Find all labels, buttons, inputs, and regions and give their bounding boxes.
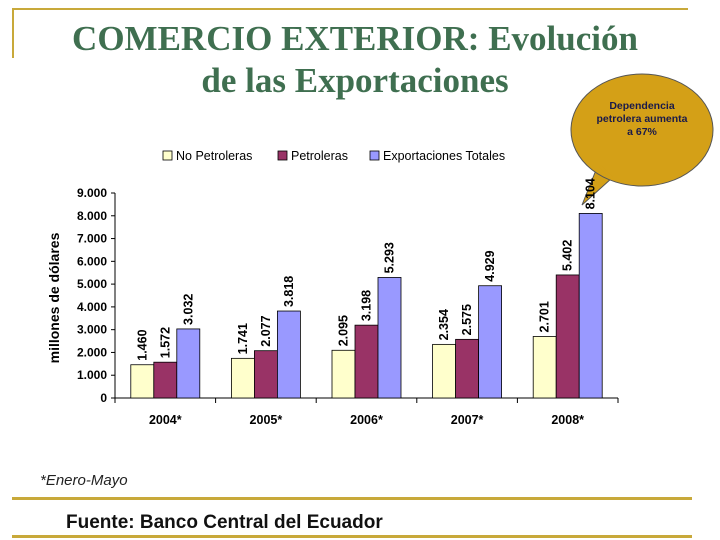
- title-line1-bold: COMERCIO EXTERIOR:: [72, 19, 480, 58]
- y-tick-label-3: 3.000: [77, 323, 107, 337]
- data-label-3-0: 2.354: [437, 309, 451, 340]
- y-tick-label-0: 0: [100, 391, 107, 405]
- bar-1-2: [276, 310, 301, 399]
- x-tick-label-2: 2006*: [350, 413, 383, 427]
- y-axis-label: millones de dólares: [46, 232, 62, 363]
- bar-0-2: [176, 328, 201, 399]
- y-tick-label-8: 8.000: [77, 209, 107, 223]
- callout-bubble: [570, 73, 714, 206]
- bar-4-0: [532, 336, 557, 399]
- footnote: *Enero-Mayo: [40, 472, 128, 489]
- divider-line: [12, 497, 692, 500]
- source-text: Fuente: Banco Central del Ecuador: [66, 512, 383, 533]
- data-label-2-2: 5.293: [383, 242, 397, 273]
- chart-data-labels: 1.460 1.572 3.032 1.741 2.077 3.818 2.095 3.198…: [135, 178, 597, 361]
- bar-4-1: [555, 274, 580, 399]
- bar-0-0: [130, 364, 155, 399]
- data-label-0-2: 3.032: [181, 294, 195, 325]
- data-label-3-2: 4.929: [483, 250, 497, 281]
- legend-swatch-1: [277, 150, 288, 161]
- x-tick-label-4: 2008*: [551, 413, 584, 427]
- data-label-4-0: 2.701: [538, 301, 552, 332]
- bar-0-1: [153, 361, 178, 399]
- legend-label-0: No Petroleras: [176, 149, 252, 163]
- data-label-1-0: 1.741: [236, 323, 250, 354]
- x-tick-label-1: 2005*: [250, 413, 283, 427]
- data-label-3-1: 2.575: [460, 304, 474, 335]
- data-label-0-1: 1.572: [158, 327, 172, 358]
- legend-label-1: Petroleras: [291, 149, 348, 163]
- y-tick-label-9: 9.000: [77, 186, 107, 200]
- bar-3-2: [478, 285, 503, 399]
- legend-label-2: Exportaciones Totales: [383, 149, 505, 163]
- data-label-1-2: 3.818: [282, 276, 296, 307]
- chart-bars: [130, 213, 603, 399]
- data-label-0-0: 1.460: [135, 329, 149, 360]
- bar-1-1: [253, 350, 278, 399]
- y-tick-label-2: 2.000: [77, 345, 107, 359]
- data-label-2-1: 3.198: [360, 290, 374, 321]
- bar-2-0: [331, 349, 356, 399]
- frame-left-line: [12, 8, 14, 58]
- y-tick-label-1: 1.000: [77, 368, 107, 382]
- y-tick-label-5: 5.000: [77, 277, 107, 291]
- bar-3-1: [455, 338, 480, 399]
- title-line2: de las Exportaciones: [201, 61, 509, 100]
- legend-swatch-2: [369, 150, 380, 161]
- y-tick-label-7: 7.000: [77, 232, 107, 246]
- x-tick-label-3: 2007*: [451, 413, 484, 427]
- bar-2-2: [377, 277, 402, 399]
- bar-3-0: [432, 343, 457, 399]
- callout-ellipse: [570, 73, 714, 187]
- y-tick-label-6: 6.000: [77, 254, 107, 268]
- callout-text: Dependencia petrolera aumenta a 67%: [596, 100, 688, 138]
- y-tick-label-4: 4.000: [77, 300, 107, 314]
- data-label-1-1: 2.077: [259, 315, 273, 346]
- page-title: COMERCIO EXTERIOR: Evolución de las Expo…: [0, 18, 710, 102]
- bar-4-2: [578, 213, 603, 399]
- data-label-2-0: 2.095: [337, 315, 351, 346]
- title-line1-rest: Evolución: [479, 19, 638, 58]
- chart-legend: No Petroleras Petroleras Exportaciones Tot…: [162, 149, 505, 163]
- callout-joint: [598, 164, 614, 180]
- data-label-4-2: 8.104: [584, 178, 598, 209]
- bar-2-1: [354, 324, 379, 399]
- data-label-4-1: 5.402: [561, 240, 575, 271]
- x-tick-label-0: 2004*: [149, 413, 182, 427]
- bottom-line: [12, 535, 692, 538]
- bar-1-0: [230, 357, 255, 399]
- frame-top-line: [12, 8, 688, 10]
- legend-swatch-0: [162, 150, 173, 161]
